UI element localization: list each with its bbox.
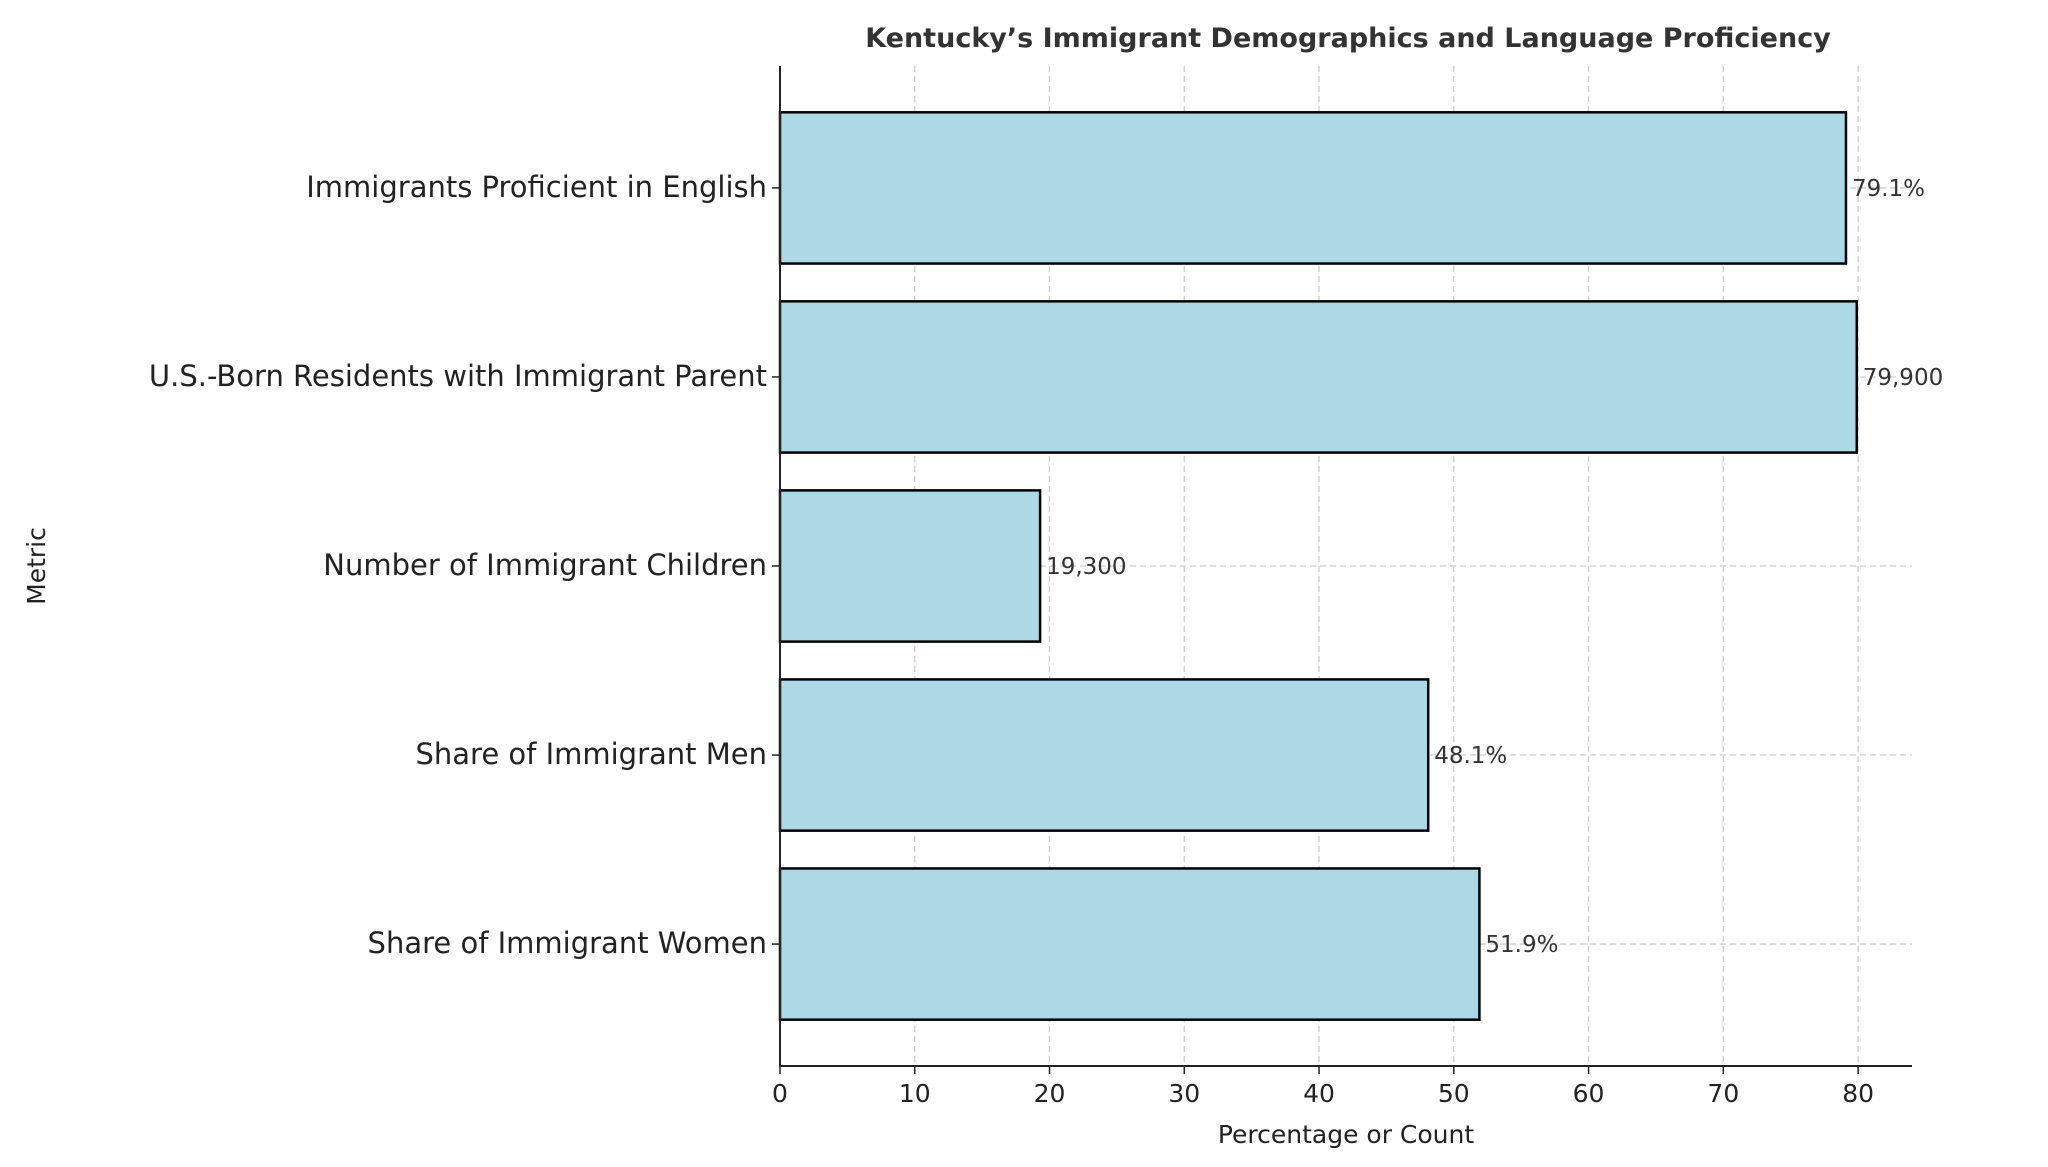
bar	[778, 111, 1848, 265]
data-label: 48.1%	[1434, 743, 1507, 769]
x-tick-label: 70	[1707, 1079, 1739, 1108]
x-tick-label: 40	[1303, 1079, 1335, 1108]
y-axis-label: Metric	[22, 527, 51, 605]
x-tick-label: 10	[899, 1079, 931, 1108]
y-tick-label: Immigrants Proficient in English	[306, 170, 767, 204]
x-axis-label: Percentage or Count	[1218, 1120, 1475, 1149]
data-label: 79,900	[1863, 365, 1943, 391]
x-tick-label: 50	[1438, 1079, 1470, 1108]
y-tick-label: U.S.-Born Residents with Immigrant Paren…	[149, 359, 767, 393]
y-tick-label: Share of Immigrant Men	[416, 737, 768, 771]
bar	[778, 489, 1042, 643]
data-label: 79.1%	[1852, 176, 1925, 202]
y-tick-label: Share of Immigrant Women	[368, 926, 767, 960]
bar	[778, 678, 1430, 832]
bar	[778, 300, 1858, 454]
y-tick-label: Number of Immigrant Children	[323, 548, 767, 582]
data-label: 51.9%	[1485, 932, 1558, 958]
x-tick-label: 30	[1168, 1079, 1200, 1108]
chart-title: Kentucky’s Immigrant Demographics and La…	[865, 23, 1831, 54]
x-tick-label: 60	[1573, 1079, 1605, 1108]
x-tick-label: 20	[1034, 1079, 1066, 1108]
axes: 0 10 20 30 40 50 60 70 80 Share of Immigrant Wome…	[149, 66, 1912, 1108]
bar	[778, 867, 1481, 1021]
x-tick-label: 80	[1842, 1079, 1874, 1108]
x-tick-label: 0	[772, 1079, 788, 1108]
data-label: 19,300	[1046, 554, 1126, 580]
